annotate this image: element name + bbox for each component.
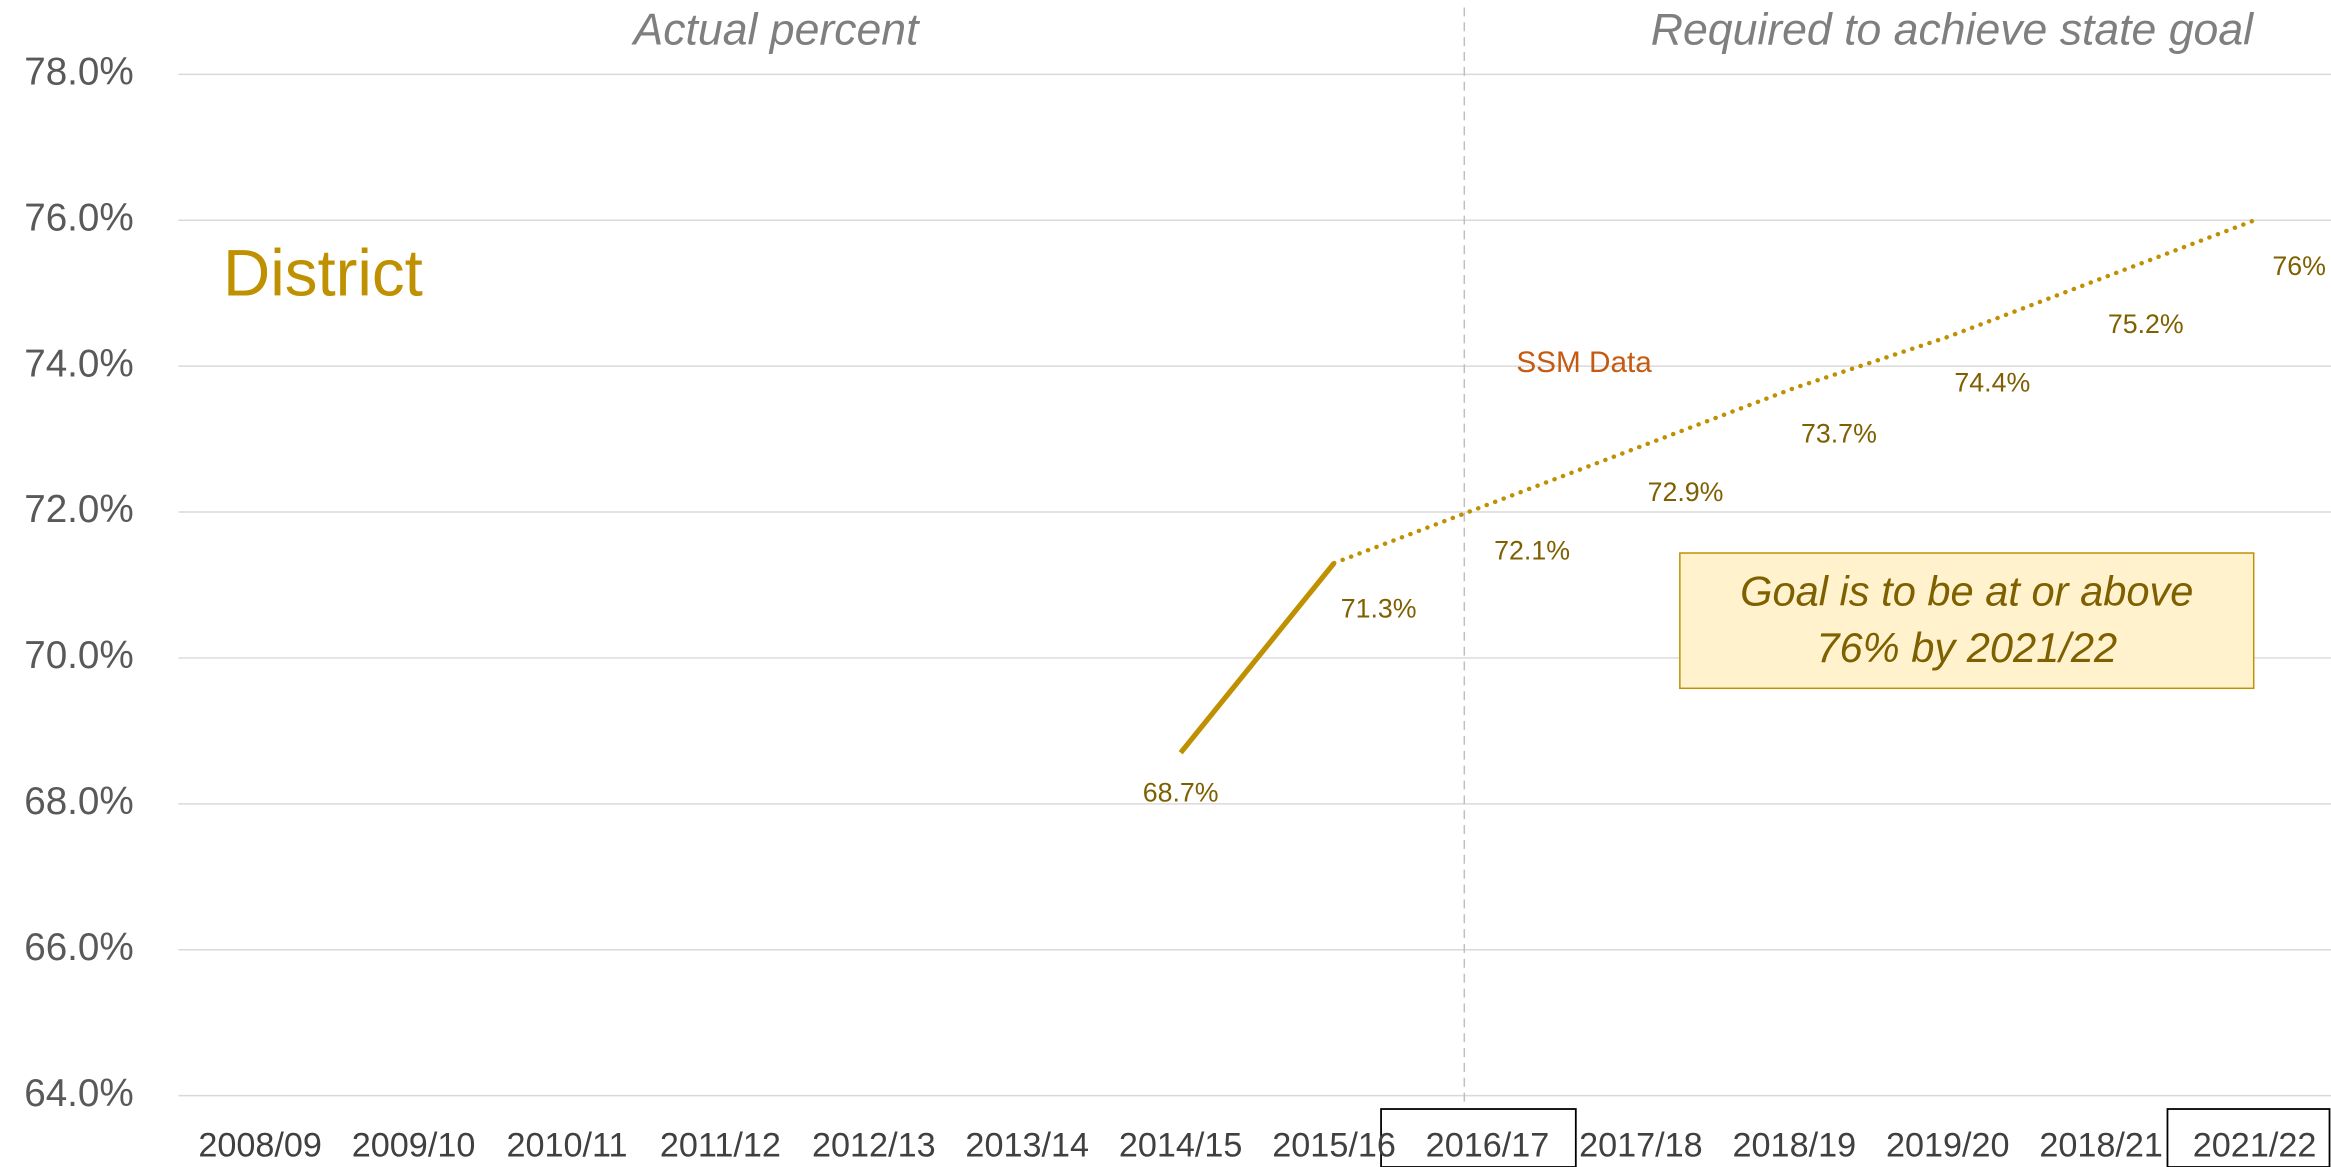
x-tick-label: 2018/21 (2039, 1127, 2163, 1165)
x-tick-label: 2010/11 (506, 1127, 627, 1165)
x-tick-label: 2011/12 (660, 1127, 781, 1165)
x-tick-label: 2008/09 (198, 1127, 322, 1165)
x-tick-label: 2013/14 (965, 1127, 1089, 1165)
data-label: 74.4% (1954, 368, 2030, 398)
source-label: SSM Data (1516, 346, 1652, 379)
data-label: 73.7% (1801, 419, 1877, 449)
data-label: 75.2% (2108, 309, 2184, 339)
x-tick-label: 2015/16 (1272, 1127, 1396, 1165)
y-tick-label: 64.0% (24, 1072, 134, 1115)
x-tick-label: 2012/13 (812, 1127, 936, 1165)
goal-text: Goal is to be at or above (1740, 568, 2193, 615)
x-tick-label: 2009/10 (352, 1127, 476, 1165)
series-line (1331, 218, 2257, 566)
x-tick-label: 2014/15 (1119, 1127, 1243, 1165)
data-label: 68.7% (1143, 777, 1219, 807)
y-tick-label: 66.0% (24, 926, 134, 969)
goal-box (1679, 552, 2255, 690)
x-tick-label: 2019/20 (1886, 1127, 2010, 1165)
district-label: District (223, 236, 423, 309)
data-label: 72.1% (1494, 535, 1570, 565)
x-tick-label: 2018/19 (1733, 1127, 1857, 1165)
x-tick-label: 2016/17 (1426, 1127, 1550, 1165)
data-label: 72.9% (1648, 477, 1724, 507)
series-line (1178, 561, 1337, 755)
left-header: Actual percent (631, 5, 921, 54)
data-label: 71.3% (1341, 594, 1417, 624)
y-tick-label: 76.0% (24, 196, 134, 239)
x-tick-label: 2017/18 (1579, 1127, 1703, 1165)
y-tick-label: 70.0% (24, 634, 134, 677)
x-tick-label: 2021/22 (2193, 1127, 2317, 1165)
y-tick-label: 74.0% (24, 342, 134, 385)
goal-text: 76% by 2021/22 (1816, 624, 2117, 671)
right-header: Required to achieve state goal (1651, 5, 2254, 54)
y-tick-label: 72.0% (24, 488, 134, 531)
data-label: 76% (2272, 251, 2326, 281)
y-tick-label: 78.0% (24, 51, 134, 94)
y-tick-label: 68.0% (24, 780, 134, 823)
